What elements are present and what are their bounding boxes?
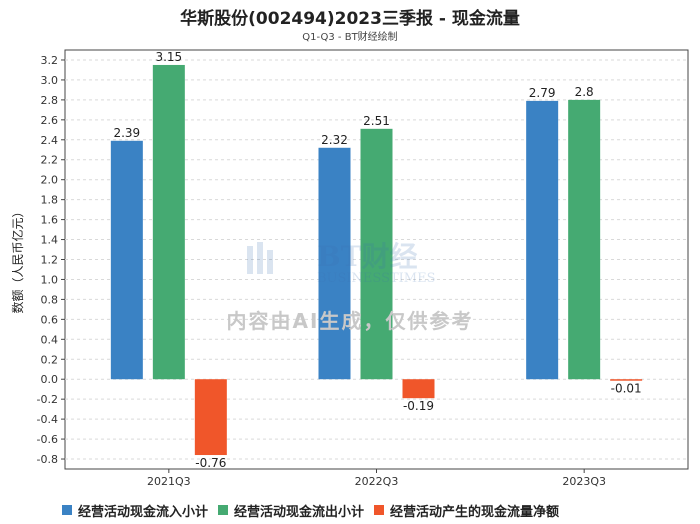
y-tick-label: 1.0	[41, 273, 59, 286]
bar	[526, 100, 559, 380]
y-tick-label: -0.4	[37, 413, 58, 426]
chart-title: 华斯股份(002494)2023三季报 - 现金流量	[180, 9, 520, 29]
data-label: 2.51	[363, 114, 390, 128]
data-label: 2.39	[113, 126, 140, 140]
watermark-logo-sub: BUSINESSTIMES	[317, 271, 436, 286]
legend-swatch-net	[374, 505, 385, 515]
y-tick-label: -0.8	[37, 453, 58, 466]
bar	[360, 128, 393, 380]
data-label: 2.32	[321, 133, 348, 147]
x-tick-label: 2023Q3	[562, 475, 606, 488]
data-label: 2.79	[529, 86, 556, 100]
watermark-logo-text: BT财经	[317, 240, 418, 273]
legend-label-net: 经营活动产生的现金流量净额	[390, 504, 560, 520]
y-tick-label: 2.6	[41, 114, 59, 127]
y-tick-label: 2.8	[41, 94, 59, 107]
watermark-text: 内容由AI生成，仅供参考	[226, 309, 474, 333]
bar	[110, 140, 143, 380]
chart-legend: 经营活动现金流入小计 经营活动现金流出小计 经营活动产生的现金流量净额	[62, 500, 569, 520]
bar	[194, 379, 227, 456]
y-tick-label: 0.4	[41, 333, 59, 346]
legend-item-outflow: 经营活动现金流出小计	[218, 501, 364, 520]
bar	[568, 99, 601, 380]
data-label: 2.8	[575, 85, 594, 99]
y-tick-label: 0.8	[41, 293, 59, 306]
legend-label-outflow: 经营活动现金流出小计	[234, 504, 365, 520]
y-tick-label: 2.4	[41, 134, 59, 147]
bar	[402, 379, 435, 399]
y-tick-label: 1.8	[41, 194, 59, 207]
data-label: -0.19	[403, 399, 434, 413]
y-tick-label: 0.0	[41, 373, 59, 386]
bar	[318, 147, 351, 380]
y-tick-label: 0.2	[41, 353, 59, 366]
y-tick-label: 3.0	[41, 74, 59, 87]
watermark-logo: BT财经 BUSINESSTIMES	[247, 240, 436, 286]
y-tick-label: 2.2	[41, 154, 59, 167]
data-label: -0.76	[195, 456, 226, 470]
y-tick-label: -0.6	[37, 433, 58, 446]
y-tick-label: -0.2	[37, 393, 58, 406]
legend-swatch-outflow	[218, 505, 229, 515]
legend-item-net: 经营活动产生的现金流量净额	[374, 501, 559, 520]
bar	[152, 64, 185, 380]
x-tick-label: 2022Q3	[355, 475, 399, 488]
x-tick-label: 2021Q3	[147, 475, 191, 488]
legend-label-inflow: 经营活动现金流入小计	[78, 504, 209, 520]
legend-item-inflow: 经营活动现金流入小计	[62, 501, 208, 520]
data-label: 3.15	[155, 50, 182, 64]
data-label: -0.01	[611, 382, 642, 396]
y-tick-label: 2.0	[41, 174, 59, 187]
y-tick-label: 3.2	[41, 54, 59, 67]
y-tick-label: 0.6	[41, 313, 59, 326]
y-tick-label: 1.6	[41, 214, 59, 227]
legend-swatch-inflow	[62, 505, 72, 515]
y-tick-label: 1.2	[41, 254, 59, 267]
bar	[610, 379, 643, 381]
y-tick-label: 1.4	[41, 234, 59, 247]
chart-subtitle: Q1-Q3 - BT财经绘制	[302, 32, 398, 43]
y-axis-label: 数额（人民币亿元）	[10, 205, 25, 313]
